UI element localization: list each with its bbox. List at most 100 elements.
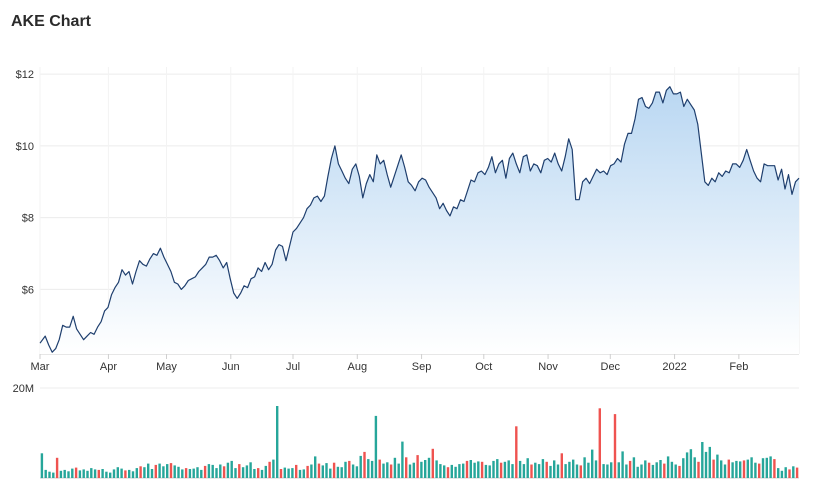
volume-bar [287,468,290,478]
volume-bar [412,462,415,478]
chart-title: AKE Chart [11,13,92,30]
volume-bar [321,465,324,478]
volume-bar [374,415,378,478]
volume-bar [507,460,510,478]
volume-bar [67,471,70,479]
volume-bar [556,464,560,478]
volume-bar [298,469,302,478]
volume-bar [420,461,423,478]
volume-bar [348,460,351,478]
volume-bar [594,460,598,478]
volume-bar [397,463,400,478]
volume-bar [685,452,689,478]
volume-bar [439,464,442,478]
volume-bar [435,460,438,478]
volume-bar [758,463,761,478]
volume-bar [74,467,78,478]
volume-bar [443,465,446,478]
x-tick-label: Dec [601,361,621,373]
volume-bar [515,426,518,479]
volume-bar [503,461,507,478]
volume-bar [723,464,727,478]
volume-bar [332,462,336,478]
volume-bar [754,462,757,478]
volume-bar [716,454,719,478]
volume-bar [636,466,639,479]
volume-bar [530,464,533,478]
volume-bar [553,460,556,478]
x-tick-label: Jun [222,361,240,373]
volume-bar [302,469,305,478]
volume-bar [336,466,340,479]
volume-bar [591,449,594,478]
x-tick-label: Aug [347,361,367,373]
volume-bar [367,459,370,478]
volume-bar [689,449,693,478]
volume-y-tick-label: 20M [13,383,34,395]
volume-bar [230,460,233,478]
volume-bar [742,460,746,478]
volume-bar [196,467,199,478]
volume-bar [564,464,567,478]
volume-bar [272,459,275,478]
volume-bar [518,460,522,478]
volume-bar [416,455,419,478]
volume-bar [169,463,173,478]
volume-bar [777,468,780,478]
volume-bar [598,408,601,479]
volume-bar [484,464,488,478]
volume-bar [628,460,632,478]
volume-bar [704,451,708,478]
volume-bar [773,459,776,478]
volume-bar [382,463,385,478]
volume-bar [370,460,374,478]
volume-bar [238,464,241,478]
volume-bar [222,466,226,478]
volume-bar [40,453,44,479]
volume-bar [575,464,579,478]
volume-bar [537,464,541,478]
volume-bar [450,464,453,478]
volume-bar [625,464,628,478]
volume-bar [55,457,59,479]
volume-bar [295,464,298,478]
volume-bar [393,457,397,479]
volume-bar [147,463,150,478]
volume-bar [120,468,123,478]
volume-bar [166,464,169,478]
y-tick-label: $10 [16,141,34,153]
volume-bar [788,469,791,478]
x-tick-label: Jul [286,361,300,373]
volume-bar [670,461,674,478]
volume-bar [640,464,643,478]
volume-bar [82,469,85,478]
volume-bar [727,459,730,478]
volume-bar [431,448,434,479]
volume-bar [386,462,389,479]
volume-bar [184,468,188,478]
volume-bar [792,466,795,478]
volume-bar [249,462,252,479]
volume-bar [663,463,666,478]
volume-bar [465,460,469,478]
volume-bar [632,457,636,478]
volume-bar [150,469,154,478]
volume-bar [469,460,472,478]
volume-bar [720,460,723,478]
volume-bar [310,464,313,478]
volume-bar [93,469,97,478]
volume-bar [644,460,647,478]
volume-bar [63,469,66,478]
volume-bar [780,470,784,478]
volume-bar [135,468,138,478]
volume-bar [226,462,230,478]
volume-bar [708,446,711,478]
x-tick-label: 2022 [662,361,686,373]
volume-bar [534,462,537,478]
volume-bar [617,462,620,479]
volume-bar [355,466,359,478]
volume-bar [173,465,176,478]
volume-bar [207,464,211,478]
volume-bar [655,462,658,479]
